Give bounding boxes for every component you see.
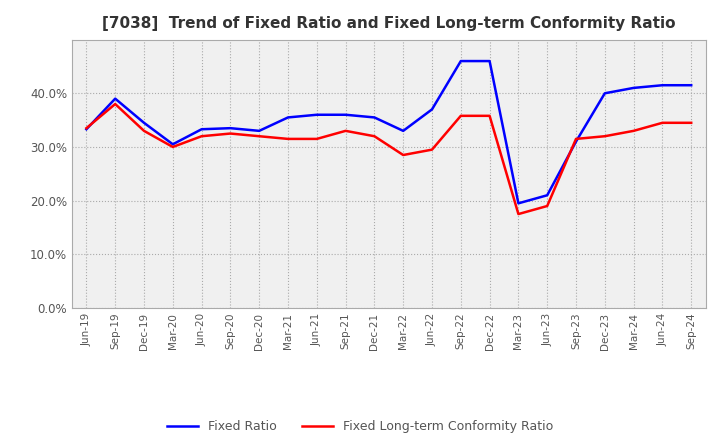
- Fixed Ratio: [341, 112, 350, 117]
- Fixed Long-term Conformity Ratio: [456, 113, 465, 118]
- Fixed Long-term Conformity Ratio: [111, 101, 120, 106]
- Fixed Long-term Conformity Ratio: [658, 120, 667, 125]
- Fixed Long-term Conformity Ratio: [428, 147, 436, 152]
- Fixed Ratio: [456, 59, 465, 64]
- Fixed Long-term Conformity Ratio: [341, 128, 350, 133]
- Fixed Ratio: [226, 125, 235, 131]
- Fixed Ratio: [514, 201, 523, 206]
- Fixed Long-term Conformity Ratio: [255, 134, 264, 139]
- Fixed Ratio: [197, 127, 206, 132]
- Fixed Ratio: [658, 83, 667, 88]
- Fixed Ratio: [572, 139, 580, 144]
- Fixed Long-term Conformity Ratio: [197, 134, 206, 139]
- Title: [7038]  Trend of Fixed Ratio and Fixed Long-term Conformity Ratio: [7038] Trend of Fixed Ratio and Fixed Lo…: [102, 16, 675, 32]
- Fixed Ratio: [82, 127, 91, 132]
- Fixed Ratio: [485, 59, 494, 64]
- Fixed Long-term Conformity Ratio: [543, 203, 552, 209]
- Fixed Ratio: [168, 142, 177, 147]
- Legend: Fixed Ratio, Fixed Long-term Conformity Ratio: Fixed Ratio, Fixed Long-term Conformity …: [162, 415, 558, 438]
- Fixed Ratio: [543, 193, 552, 198]
- Fixed Ratio: [284, 115, 292, 120]
- Fixed Ratio: [428, 107, 436, 112]
- Fixed Long-term Conformity Ratio: [140, 128, 148, 133]
- Fixed Ratio: [399, 128, 408, 133]
- Fixed Long-term Conformity Ratio: [370, 134, 379, 139]
- Fixed Ratio: [111, 96, 120, 101]
- Line: Fixed Ratio: Fixed Ratio: [86, 61, 691, 203]
- Fixed Ratio: [140, 120, 148, 125]
- Fixed Long-term Conformity Ratio: [399, 152, 408, 158]
- Fixed Ratio: [629, 85, 638, 91]
- Fixed Long-term Conformity Ratio: [514, 211, 523, 216]
- Fixed Long-term Conformity Ratio: [82, 125, 91, 131]
- Fixed Long-term Conformity Ratio: [629, 128, 638, 133]
- Fixed Long-term Conformity Ratio: [572, 136, 580, 142]
- Fixed Ratio: [312, 112, 321, 117]
- Fixed Long-term Conformity Ratio: [485, 113, 494, 118]
- Fixed Ratio: [687, 83, 696, 88]
- Fixed Ratio: [600, 91, 609, 96]
- Line: Fixed Long-term Conformity Ratio: Fixed Long-term Conformity Ratio: [86, 104, 691, 214]
- Fixed Long-term Conformity Ratio: [168, 144, 177, 150]
- Fixed Long-term Conformity Ratio: [687, 120, 696, 125]
- Fixed Ratio: [255, 128, 264, 133]
- Fixed Long-term Conformity Ratio: [284, 136, 292, 142]
- Fixed Long-term Conformity Ratio: [226, 131, 235, 136]
- Fixed Long-term Conformity Ratio: [312, 136, 321, 142]
- Fixed Long-term Conformity Ratio: [600, 134, 609, 139]
- Fixed Ratio: [370, 115, 379, 120]
